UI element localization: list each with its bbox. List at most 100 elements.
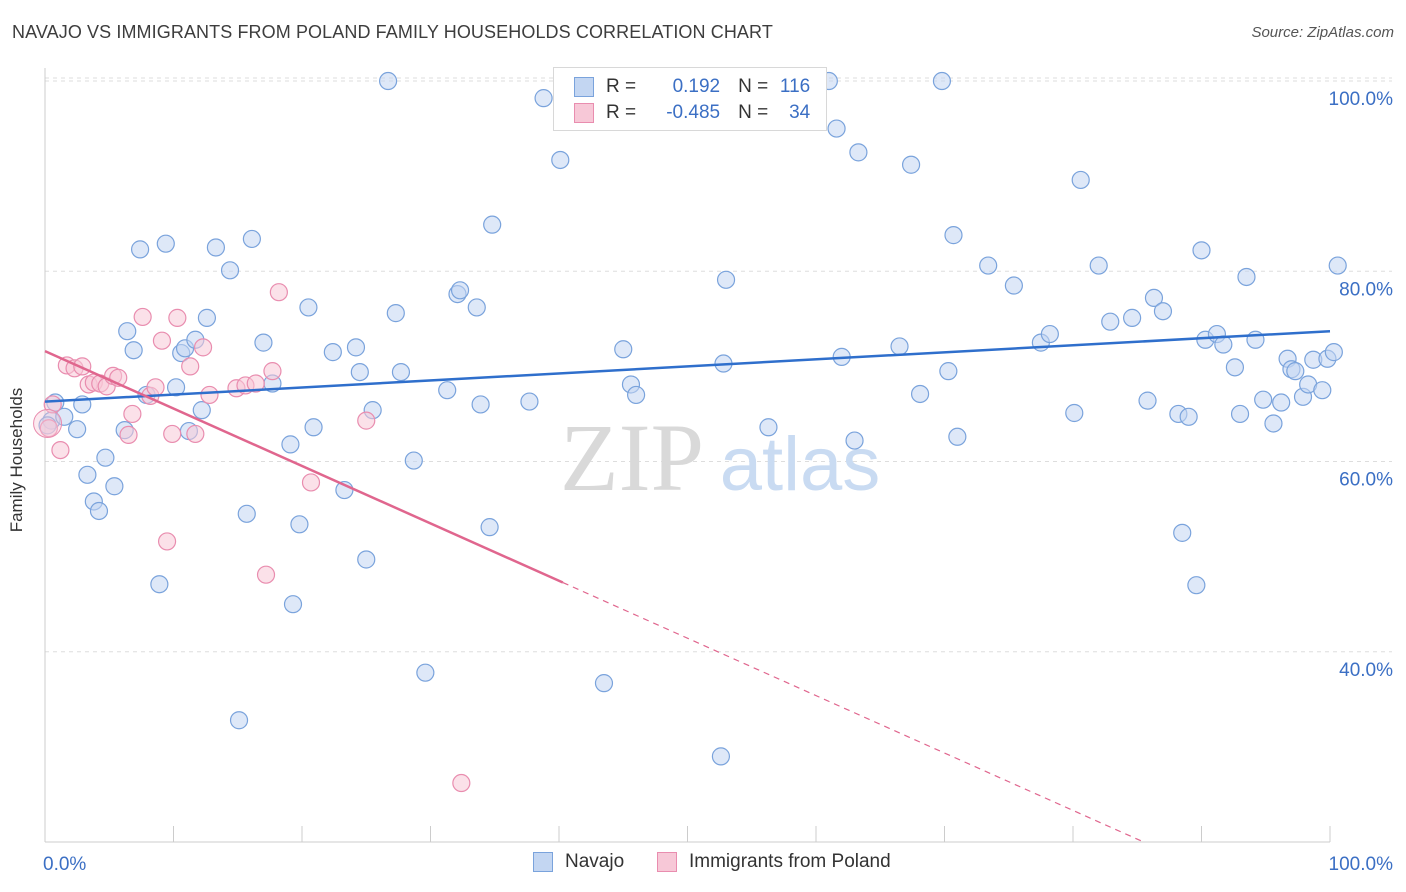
- data-point: [845, 431, 864, 450]
- data-point: [849, 143, 868, 162]
- data-point: [246, 374, 265, 393]
- data-point: [948, 427, 967, 446]
- data-point: [96, 448, 115, 467]
- data-point: [200, 385, 219, 405]
- data-point: [350, 362, 369, 382]
- data-point: [378, 71, 398, 91]
- data-point: [150, 575, 169, 594]
- trend-line-navajo: [44, 329, 1331, 403]
- data-point: [1230, 404, 1250, 424]
- data-point: [1179, 407, 1198, 426]
- x-tick-label: 0.0%: [43, 854, 86, 875]
- legend-r-label: R =: [606, 102, 637, 123]
- source-label: Source: ZipAtlas.com: [1251, 24, 1394, 41]
- series-legend-label-poland: Immigrants from Poland: [689, 851, 891, 872]
- data-point: [1089, 256, 1108, 275]
- trend-lines: [44, 329, 1331, 843]
- data-point: [263, 362, 282, 381]
- data-point: [89, 501, 109, 521]
- data-point: [304, 418, 323, 437]
- data-point: [483, 215, 502, 234]
- data-point: [78, 465, 97, 484]
- data-point: [827, 119, 846, 138]
- data-point: [438, 381, 457, 400]
- data-point: [452, 773, 471, 793]
- data-point: [123, 404, 142, 424]
- series-legend-navajo: Navajo: [533, 851, 624, 873]
- watermark: ZIP atlas: [560, 404, 880, 511]
- data-point: [1225, 358, 1245, 377]
- data-point: [166, 378, 186, 397]
- data-point: [181, 357, 200, 376]
- data-point: [520, 392, 539, 411]
- data-point: [450, 281, 470, 300]
- data-point: [1237, 267, 1256, 287]
- legend-n-label: N =: [738, 76, 769, 97]
- data-point: [301, 473, 321, 492]
- legend-r-value: 0.192: [672, 76, 721, 97]
- data-point: [1173, 523, 1192, 542]
- data-point: [1286, 362, 1305, 381]
- data-point: [254, 333, 273, 352]
- data-point: [281, 435, 300, 454]
- stats-legend: R = 0.192 N = 116 R = -0.485 N = 34: [553, 67, 827, 131]
- tick-labels: 40.0% 60.0% 80.0% 100.0% 0.0% 100.0%: [43, 89, 1393, 875]
- data-point: [1153, 302, 1173, 321]
- series-legend-poland: Immigrants from Poland: [657, 851, 891, 873]
- data-point: [1272, 393, 1291, 412]
- axes: [44, 68, 1331, 843]
- data-point: [283, 595, 303, 614]
- data-point: [55, 407, 74, 426]
- data-point: [1324, 343, 1343, 362]
- data-point: [910, 384, 930, 404]
- legend-n-value: 116: [779, 76, 811, 97]
- data-point: [323, 343, 342, 362]
- series-legend-label-navajo: Navajo: [565, 851, 625, 872]
- data-point: [759, 418, 778, 437]
- data-point: [467, 298, 486, 317]
- data-point: [932, 71, 952, 91]
- data-point: [1040, 324, 1059, 344]
- data-point: [163, 424, 182, 444]
- data-point: [220, 261, 240, 280]
- data-point: [186, 424, 205, 444]
- data-point: [1254, 390, 1273, 409]
- data-point: [146, 378, 165, 397]
- data-point: [386, 304, 405, 323]
- data-point: [118, 322, 137, 341]
- legend-row-poland: R = -0.485 N = 34: [574, 101, 810, 125]
- data-point: [105, 477, 124, 496]
- data-point: [299, 298, 318, 317]
- legend-n-label: N =: [738, 102, 769, 123]
- data-point: [119, 425, 138, 444]
- data-point: [901, 155, 921, 174]
- data-point: [404, 451, 423, 470]
- data-point: [51, 440, 70, 460]
- data-point: [1138, 391, 1157, 410]
- data-point: [716, 270, 736, 289]
- data-point: [1071, 170, 1090, 190]
- y-tick-label: 60.0%: [1339, 470, 1393, 491]
- data-point: [416, 663, 435, 682]
- legend-swatch-poland: [574, 103, 594, 123]
- data-point: [391, 362, 411, 382]
- data-point: [979, 256, 998, 275]
- series-navajo: [38, 71, 1347, 766]
- data-point: [534, 89, 553, 108]
- data-point: [269, 283, 288, 302]
- y-tick-label: 80.0%: [1339, 279, 1393, 300]
- watermark-zip: ZIP: [560, 404, 704, 511]
- data-point: [152, 331, 172, 350]
- data-point: [193, 338, 213, 357]
- data-point: [39, 419, 58, 438]
- data-point: [939, 362, 958, 381]
- data-point: [1101, 312, 1120, 331]
- data-point: [33, 408, 63, 438]
- trend-line-poland: [44, 350, 564, 584]
- data-point: [944, 226, 963, 245]
- data-point: [1144, 288, 1164, 308]
- data-point: [237, 504, 256, 523]
- data-point: [130, 240, 150, 259]
- data-point: [626, 385, 646, 405]
